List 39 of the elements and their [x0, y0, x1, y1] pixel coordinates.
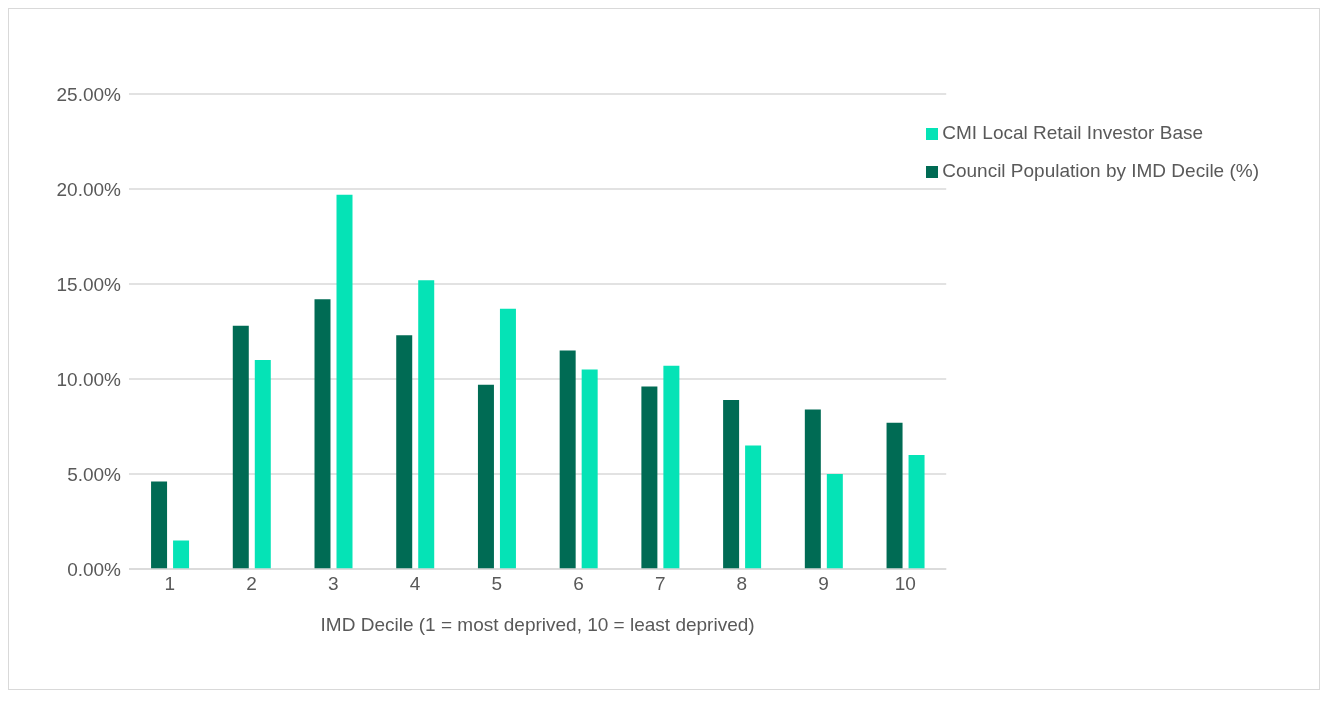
y-tick-label: 15.00%: [56, 273, 122, 295]
bar: [559, 350, 576, 569]
x-tick-label: 9: [818, 573, 829, 595]
legend-label: CMI Local Retail Investor Base: [942, 122, 1204, 143]
y-tick-label: 5.00%: [67, 463, 122, 485]
x-axis-title: IMD Decile (1 = most deprived, 10 = least deprived): [320, 614, 755, 635]
x-tick-label: 5: [491, 573, 503, 595]
y-tick-label: 10.00%: [56, 368, 122, 390]
bar: [418, 280, 435, 569]
bar: [826, 474, 843, 569]
bar: [804, 409, 821, 569]
x-tick-label: 1: [164, 573, 176, 595]
bar: [745, 445, 762, 569]
bar: [886, 422, 903, 569]
x-tick-label: 2: [246, 573, 257, 595]
legend-label: Council Population by IMD Decile (%): [942, 160, 1259, 181]
x-tick-label: 8: [736, 573, 748, 595]
y-tick-label: 25.00%: [56, 83, 122, 105]
x-tick-label: 7: [654, 573, 666, 595]
bar: [336, 194, 353, 569]
bar: [723, 399, 740, 569]
x-tick-label: 3: [328, 573, 339, 595]
bar: [314, 299, 331, 569]
bar: [396, 335, 413, 569]
bar: [232, 325, 249, 569]
x-tick-label: 4: [409, 573, 421, 595]
bar: [173, 540, 190, 569]
bar: [641, 386, 658, 569]
bar: [477, 384, 494, 569]
bar: [499, 308, 516, 569]
bar: [581, 369, 598, 569]
bar: [908, 455, 925, 569]
bar: [254, 360, 271, 569]
x-tick-label: 6: [573, 573, 584, 595]
y-tick-label: 20.00%: [56, 178, 122, 200]
bar: [151, 481, 168, 569]
bar: [663, 365, 680, 569]
y-tick-label: 0.00%: [67, 558, 122, 580]
x-tick-label: 10: [894, 573, 916, 595]
